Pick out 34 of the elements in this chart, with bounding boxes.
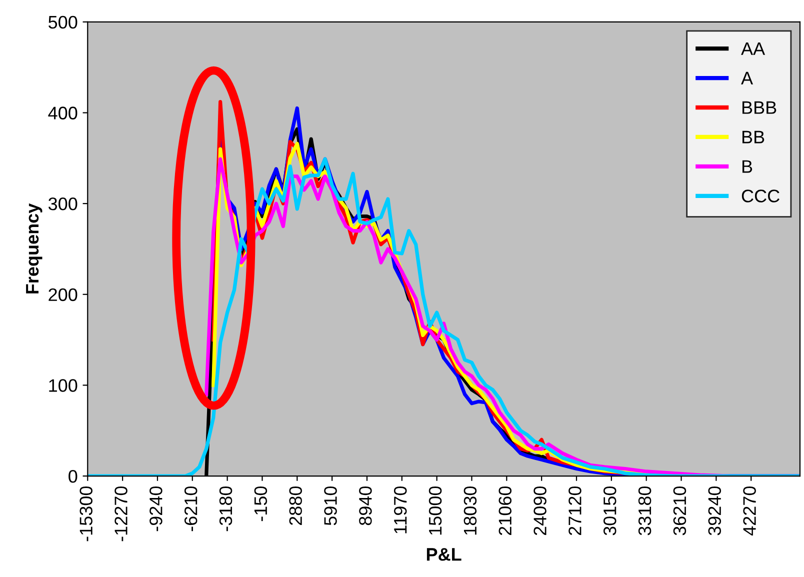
- x-tick-label: 2880: [289, 486, 302, 525]
- x-tick-label: 21060: [498, 486, 512, 536]
- x-tick-label: 42270: [743, 486, 756, 536]
- x-tick-label: -150: [254, 486, 268, 522]
- y-tick-label: 500: [48, 16, 78, 29]
- y-tick-label: 200: [48, 288, 78, 302]
- x-tick-label: 5910: [324, 486, 337, 526]
- legend-label: BB: [742, 130, 764, 144]
- x-tick-label: 30150: [603, 486, 616, 536]
- x-tick-label: -3180: [219, 486, 232, 532]
- legend-label: AA: [741, 42, 766, 55]
- y-tick-label: 0: [68, 470, 78, 483]
- y-axis-title: Frequency: [26, 203, 42, 294]
- x-tick-label: -15300: [80, 486, 92, 542]
- x-tick-label: 11970: [394, 486, 407, 534]
- legend-label: CCC: [742, 190, 780, 202]
- legend-label: BBB: [742, 101, 776, 114]
- y-tick-label: 300: [48, 198, 78, 210]
- x-tick-label: 24090: [534, 486, 546, 536]
- x-tick-label: 15000: [428, 486, 442, 535]
- x-tick-label: -9240: [150, 486, 162, 532]
- x-axis-title: P&L: [426, 548, 462, 561]
- y-tick-label: 400: [48, 106, 78, 120]
- x-tick-label: -6210: [184, 486, 198, 532]
- x-tick-label: 8940: [359, 486, 372, 526]
- legend-label: A: [741, 72, 754, 84]
- x-tick-label: 18030: [464, 486, 477, 535]
- x-tick-label: 36210: [673, 486, 686, 536]
- x-tick-label: 27120: [568, 486, 582, 536]
- x-tick-label: 33180: [638, 486, 652, 536]
- x-tick-label: -12270: [114, 486, 128, 542]
- x-tick-label: 39240: [708, 486, 722, 536]
- y-tick-label: 100: [49, 379, 78, 392]
- legend-label: B: [742, 160, 752, 173]
